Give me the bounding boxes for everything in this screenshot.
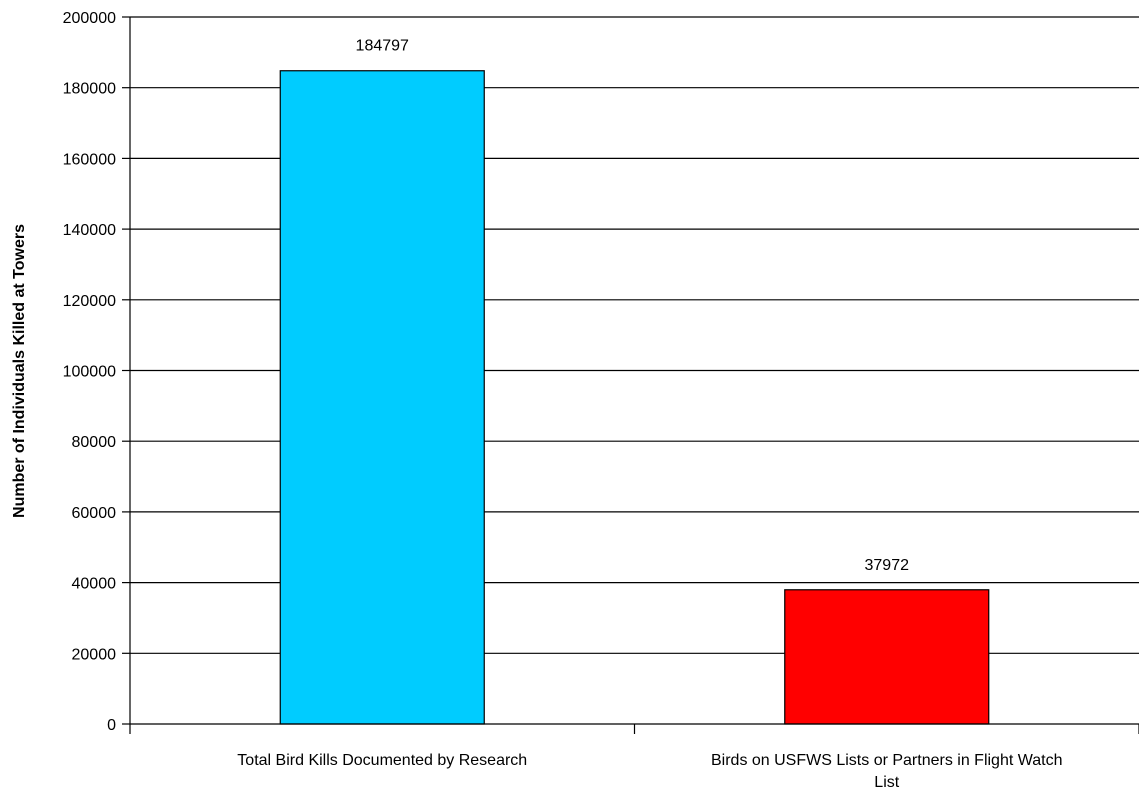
x-category-label: List — [874, 774, 899, 791]
y-tick-label: 180000 — [63, 81, 116, 98]
y-tick-label: 140000 — [63, 222, 116, 239]
y-tick-label: 200000 — [63, 10, 116, 27]
bar-value-label: 184797 — [356, 38, 409, 55]
axes — [122, 16, 1139, 734]
x-category-label: Birds on USFWS Lists or Partners in Flig… — [711, 752, 1063, 769]
y-axis-title: Number of Individuals Killed at Towers — [11, 224, 28, 518]
y-tick-label: 40000 — [72, 576, 117, 593]
y-tick-label: 100000 — [63, 364, 116, 381]
bar — [784, 589, 990, 725]
y-tick-label: 80000 — [72, 434, 117, 451]
y-tick-label: 160000 — [63, 151, 116, 168]
y-tick-label: 0 — [107, 717, 116, 734]
y-tick-label: 60000 — [72, 505, 117, 522]
bars — [279, 70, 990, 725]
y-tick-label: 20000 — [72, 646, 117, 663]
bar — [279, 70, 485, 725]
labels: 0 20000 40000 60000 80000 100000 120000 140000 1… — [63, 10, 1063, 791]
y-tick-label: 120000 — [63, 293, 116, 310]
x-category-label: Total Bird Kills Documented by Research — [237, 752, 527, 769]
bar-value-label: 37972 — [865, 557, 910, 574]
